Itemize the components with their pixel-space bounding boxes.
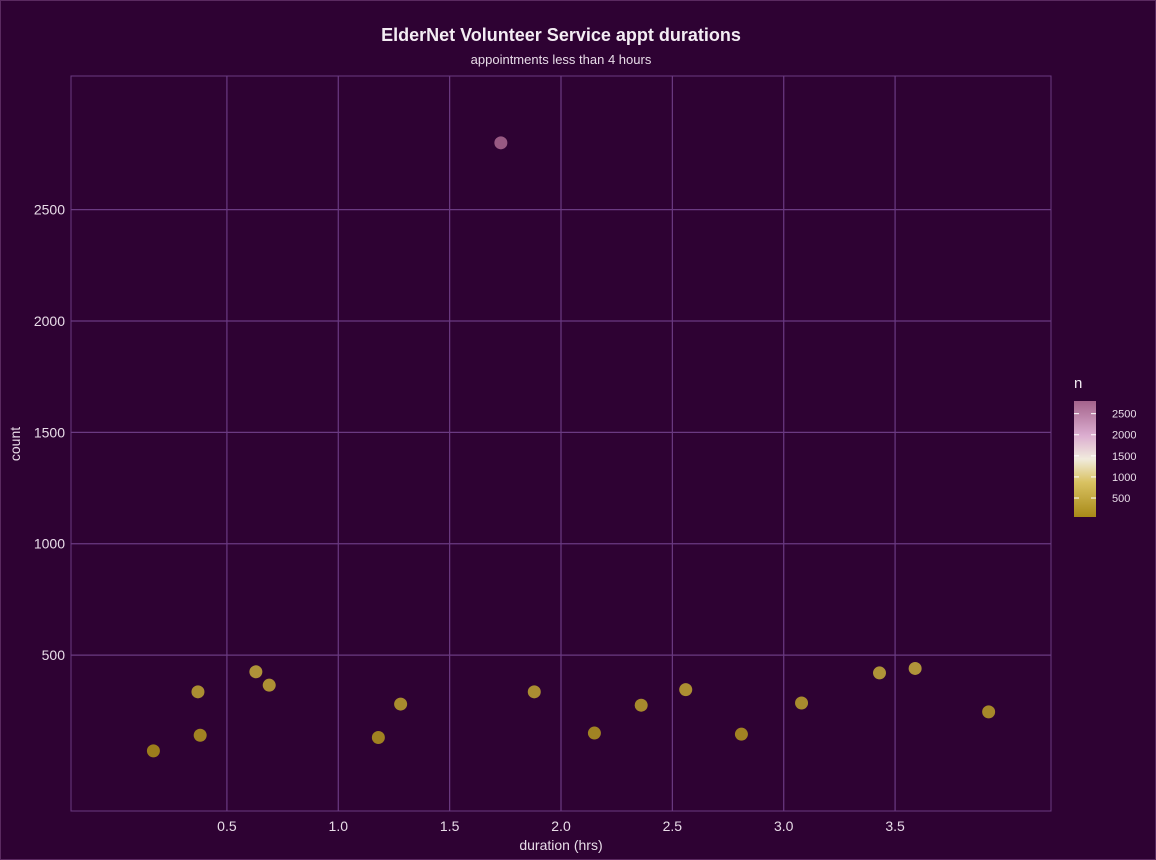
y-tick-label: 1500 xyxy=(34,424,65,440)
legend-colorbar xyxy=(1074,401,1096,517)
y-tick-label: 2000 xyxy=(34,313,65,329)
y-axis-label: count xyxy=(7,427,23,461)
data-point xyxy=(527,685,541,699)
y-gridlines xyxy=(71,209,1051,656)
legend-tick-label: 2000 xyxy=(1112,430,1136,442)
data-point xyxy=(587,726,601,740)
data-point xyxy=(146,744,160,758)
chart-subtitle: appointments less than 4 hours xyxy=(471,52,652,67)
data-point xyxy=(908,661,922,675)
data-point xyxy=(394,697,408,711)
legend-tick-label: 1500 xyxy=(1112,451,1136,463)
legend-title: n xyxy=(1074,375,1082,392)
data-point xyxy=(795,696,809,710)
data-point xyxy=(191,685,205,699)
data-point xyxy=(734,727,748,741)
x-tick-label: 1.5 xyxy=(440,818,460,834)
y-tick-labels: 500 1000 1500 2000 2500 xyxy=(34,202,65,663)
color-legend: n 500 1000 1500 2000 2500 xyxy=(1074,375,1136,517)
data-point xyxy=(634,698,648,712)
x-tick-label: 0.5 xyxy=(217,818,237,834)
y-tick-label: 1000 xyxy=(34,536,65,552)
data-point xyxy=(494,136,508,150)
y-tick-label: 500 xyxy=(42,647,66,663)
data-point xyxy=(982,705,996,719)
legend-tick-label: 1000 xyxy=(1112,472,1136,484)
data-point xyxy=(679,683,693,697)
data-point xyxy=(371,731,385,744)
data-point xyxy=(873,666,886,680)
data-point xyxy=(262,678,276,692)
data-points xyxy=(146,136,996,758)
x-tick-label: 2.0 xyxy=(551,818,571,834)
y-tick-label: 2500 xyxy=(34,202,65,218)
data-point xyxy=(249,665,263,679)
legend-ticks: 500 1000 1500 2000 2500 xyxy=(1074,409,1136,505)
x-gridlines xyxy=(226,76,896,811)
data-point xyxy=(193,728,207,742)
x-tick-label: 3.5 xyxy=(885,818,905,834)
legend-tick-label: 500 xyxy=(1112,493,1130,505)
x-tick-label: 2.5 xyxy=(663,818,683,834)
x-axis-label: duration (hrs) xyxy=(519,837,602,853)
x-tick-label: 3.0 xyxy=(774,818,794,834)
x-tick-label: 1.0 xyxy=(329,818,349,834)
legend-tick-label: 2500 xyxy=(1112,409,1136,421)
chart-title: ElderNet Volunteer Service appt duration… xyxy=(381,25,741,45)
x-tick-labels: 0.5 1.0 1.5 2.0 2.5 3.0 3.5 xyxy=(217,818,905,834)
